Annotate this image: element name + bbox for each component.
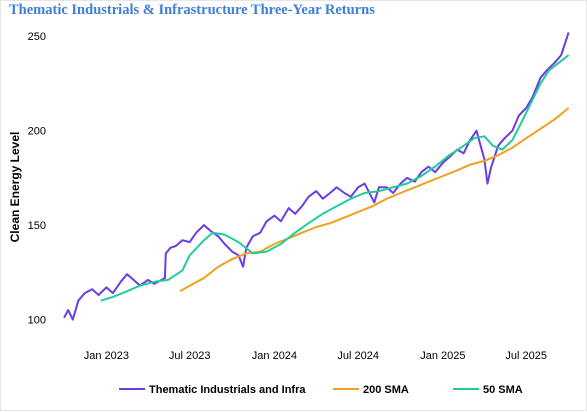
- x-tick-label: Jan 2023: [84, 350, 129, 362]
- y-tick-label: 150: [28, 220, 46, 232]
- legend: Thematic Industrials and Infra 200 SMA 50 …: [119, 384, 523, 396]
- series-line-50-sma: [100, 54, 570, 302]
- series-line-thematic-industrials-and-infra: [63, 32, 570, 321]
- y-axis-label: Clean Energy Level: [8, 132, 22, 243]
- y-tick-label: 250: [28, 31, 46, 43]
- x-axis-ticks: Jan 2023 Jul 2023 Jan 2024 Jul 2024 Jan 2025…: [84, 350, 547, 362]
- series-lines: [63, 32, 570, 321]
- x-tick-label: Jul 2023: [169, 350, 211, 362]
- chart-title: Thematic Industrials & Infrastructure Th…: [9, 2, 375, 18]
- x-tick-label: Jan 2025: [420, 350, 465, 362]
- series-line-200-sma: [179, 107, 570, 293]
- x-tick-label: Jan 2024: [252, 350, 297, 362]
- x-tick-label: Jul 2024: [337, 350, 379, 362]
- x-tick-label: Jul 2025: [505, 350, 547, 362]
- y-axis-ticks: 100 150 200 250: [28, 31, 46, 326]
- legend-label-thematic-industrials-and-infra: Thematic Industrials and Infra: [149, 384, 306, 396]
- y-tick-label: 100: [28, 315, 46, 327]
- legend-label-50-sma: 50 SMA: [483, 384, 523, 396]
- legend-label-200-sma: 200 SMA: [363, 384, 409, 396]
- y-tick-label: 200: [28, 126, 46, 138]
